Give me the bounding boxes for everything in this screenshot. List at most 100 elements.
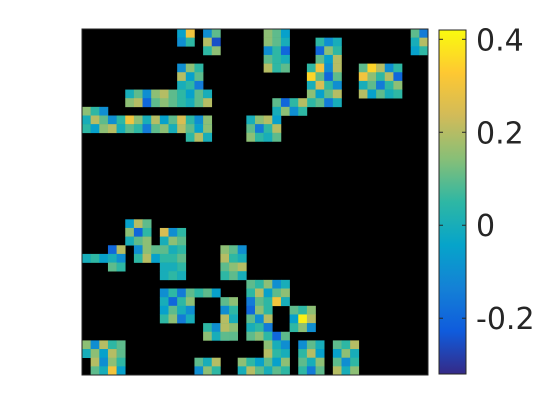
heatmap-plot-area [81, 28, 429, 376]
heatmap-cell [358, 89, 368, 99]
heatmap-cell [116, 357, 126, 367]
heatmap-cell [237, 245, 247, 255]
heatmap-cell [263, 305, 273, 315]
heatmap-cell [306, 366, 316, 376]
heatmap-block [410, 29, 429, 56]
heatmap-cell [255, 297, 264, 307]
heatmap-cell [220, 271, 230, 281]
heatmap-block [203, 29, 221, 56]
heatmap-cell [306, 80, 316, 90]
heatmap-cell [125, 115, 135, 125]
heatmap-cell [367, 89, 377, 99]
heatmap-cell [263, 63, 273, 73]
heatmap-cell [133, 98, 143, 108]
heatmap-cell [185, 288, 195, 298]
heatmap-cell [237, 262, 247, 272]
heatmap-cell [177, 63, 187, 73]
heatmap-block [159, 227, 187, 246]
heatmap-cell [203, 98, 213, 108]
heatmap-cell [177, 253, 187, 263]
heatmap-cell [263, 132, 273, 142]
heatmap-cell [298, 98, 308, 108]
heatmap-cell [90, 115, 100, 125]
heatmap-block [315, 37, 342, 64]
heatmap-cell [229, 262, 238, 272]
heatmap-cell [393, 89, 403, 99]
heatmap-cell [159, 262, 169, 272]
heatmap-cell [159, 98, 169, 108]
heatmap-cell [324, 80, 334, 90]
heatmap-cell [298, 366, 308, 376]
heatmap-cell [324, 98, 334, 108]
heatmap-cell [255, 305, 264, 315]
heatmap-cell [116, 340, 126, 350]
heatmap-cell [107, 340, 117, 350]
heatmap-cell [220, 323, 230, 333]
heatmap-cell [410, 46, 420, 56]
heatmap-cell [298, 323, 308, 333]
heatmap-cell [177, 288, 187, 298]
heatmap-cell [211, 357, 221, 367]
heatmap-cell [133, 236, 143, 246]
heatmap-cell [280, 63, 290, 73]
heatmap-cell [306, 98, 316, 108]
heatmap-cell [246, 366, 256, 376]
colorbar-tick-label: -0.2 [476, 302, 535, 337]
heatmap-cell [263, 314, 273, 324]
heatmap-cell [220, 297, 230, 307]
heatmap-cell [246, 115, 256, 125]
colorbar-gradient [438, 29, 467, 375]
heatmap-cell [350, 340, 360, 350]
heatmap-cell [298, 340, 308, 350]
heatmap-cell [203, 331, 213, 341]
heatmap-cell [255, 314, 264, 324]
heatmap-cell [332, 98, 342, 108]
heatmap-cell [280, 46, 290, 56]
heatmap-cell [99, 106, 109, 116]
colorbar-tick-label: 0.2 [476, 116, 524, 151]
heatmap-block [220, 245, 247, 281]
heatmap-cell [315, 72, 325, 82]
heatmap-block [185, 124, 213, 142]
heatmap-cell [263, 29, 273, 38]
heatmap-cell [107, 245, 117, 255]
heatmap-cell [341, 357, 351, 367]
heatmap-cell [142, 124, 152, 134]
heatmap-cell [211, 37, 221, 47]
heatmap-cell [107, 124, 117, 134]
heatmap-cell [272, 288, 282, 298]
heatmap-cell [263, 297, 273, 307]
heatmap-cell [332, 46, 342, 56]
heatmap-cell [220, 253, 230, 263]
heatmap-cell [315, 98, 325, 108]
heatmap-cell [315, 63, 325, 73]
heatmap-cell [220, 245, 230, 255]
heatmap-cell [272, 297, 282, 307]
heatmap-cell [229, 297, 238, 307]
heatmap-cell [220, 305, 230, 315]
heatmap-cell [358, 72, 368, 82]
heatmap-cell [133, 227, 143, 237]
heatmap-cell [298, 357, 308, 367]
heatmap-cell [263, 37, 273, 47]
heatmap-cell [324, 63, 334, 73]
heatmap-cell [280, 37, 290, 47]
heatmap-cell [255, 366, 264, 376]
heatmap-cell [125, 124, 135, 134]
heatmap-cell [168, 305, 178, 315]
heatmap-cell [185, 297, 195, 307]
heatmap-cell [142, 245, 152, 255]
heatmap-cell [306, 305, 316, 315]
heatmap-cell [211, 366, 221, 376]
heatmap-cell [332, 63, 342, 73]
heatmap-cell [272, 357, 282, 367]
heatmap-cell [99, 115, 109, 125]
heatmap-cell [168, 98, 178, 108]
heatmap-cell [177, 271, 187, 281]
heatmap-block [82, 340, 126, 358]
heatmap-cell [280, 106, 290, 116]
heatmap-cell [133, 219, 143, 229]
heatmap-cell [263, 279, 273, 289]
heatmap-cell [90, 124, 100, 134]
heatmap-cell [185, 115, 195, 125]
